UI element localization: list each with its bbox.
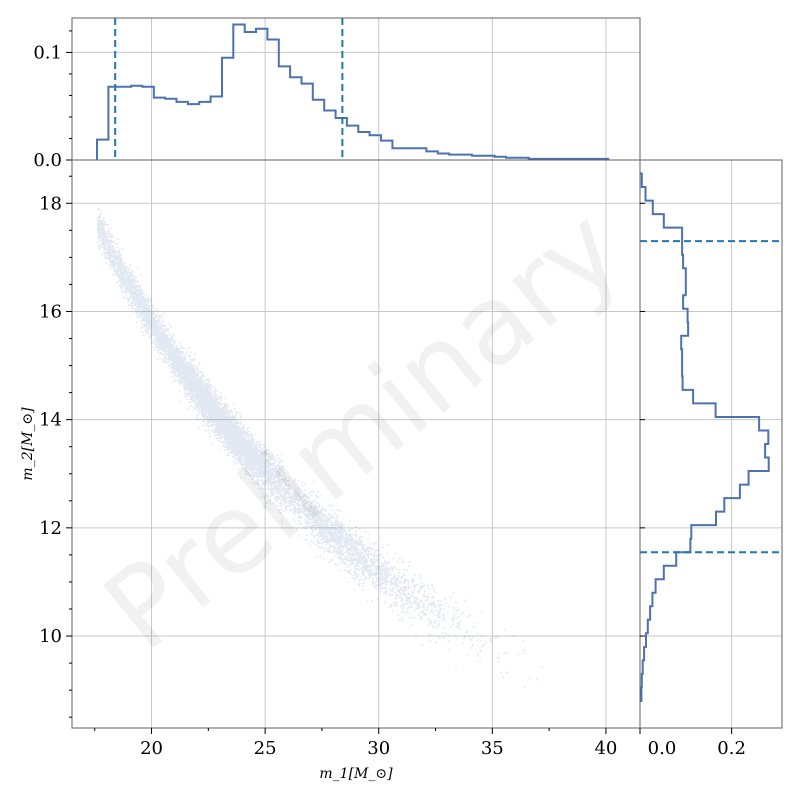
right-marginal-panel: 0.0 0.2 <box>639 159 783 759</box>
y-tick-label: 12 <box>39 518 62 539</box>
y-tick-label: 0.1 <box>33 42 62 63</box>
histogram-step <box>640 172 770 702</box>
y-axis-label: m_2[M_⊙] <box>20 407 36 481</box>
x-tick-label: 35 <box>481 738 504 759</box>
x-tick-label: 25 <box>254 738 277 759</box>
x-tick-label: 0.0 <box>648 738 677 759</box>
right-frame <box>639 159 783 729</box>
joint-scatter-panel: Preliminary 20 25 30 35 40 10 12 14 16 18 <box>39 159 644 759</box>
right-histogram <box>640 172 782 702</box>
y-tick-label: 18 <box>39 193 62 214</box>
y-tick-label: 16 <box>39 301 62 322</box>
x-axis-label: m_1[M_⊙] <box>319 766 393 782</box>
x-tick-label: 0.2 <box>717 738 746 759</box>
x-tick-label: 20 <box>140 738 163 759</box>
top-histogram <box>96 18 610 160</box>
top-ticks: 0.0 0.1 <box>33 17 641 171</box>
joint-grid <box>72 160 640 728</box>
top-frame <box>71 17 641 161</box>
y-tick-label: 10 <box>39 626 62 647</box>
y-tick-label: 14 <box>39 410 62 431</box>
joint-ticks: 20 25 30 35 40 10 12 14 16 18 <box>39 159 641 759</box>
top-marginal-panel: 0.0 0.1 <box>33 17 641 171</box>
top-grid <box>72 18 640 161</box>
histogram-step <box>96 23 610 160</box>
y-tick-label: 0.0 <box>33 150 62 171</box>
x-tick-label: 40 <box>594 738 617 759</box>
watermark-text: Preliminary <box>81 184 644 674</box>
right-grid <box>639 160 782 728</box>
x-tick-label: 30 <box>367 738 390 759</box>
right-ticks: 0.0 0.2 <box>639 159 783 759</box>
